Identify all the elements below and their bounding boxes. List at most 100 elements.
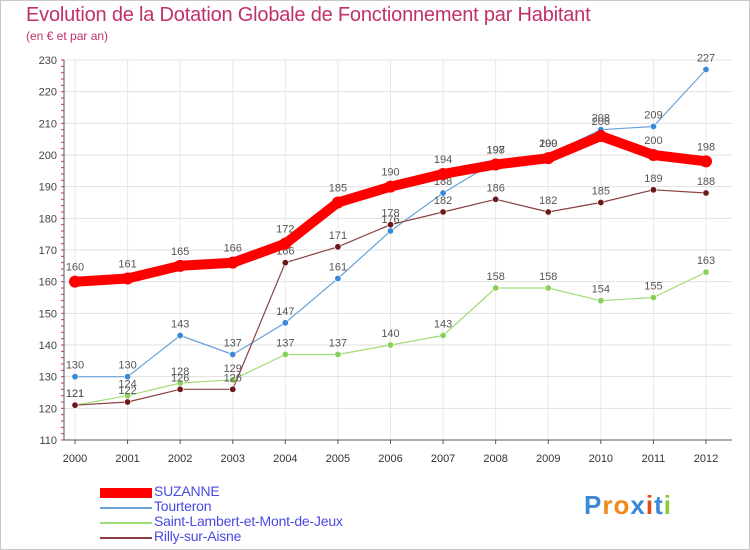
data-point-suzanne-2011 — [647, 149, 660, 161]
data-label-suzanne-2009: 199 — [539, 138, 557, 150]
data-point-tourteron-2001 — [124, 373, 132, 381]
data-point-suzanne-2000 — [69, 275, 81, 288]
data-point-tourteron-2002 — [176, 331, 184, 339]
data-label-suzanne-2003: 166 — [224, 243, 242, 255]
data-point-saint-lambert-et-mont-de-jeux-2009 — [544, 284, 552, 292]
x-tick-label-2008: 2008 — [483, 453, 507, 465]
data-label-tourteron-2009: 200 — [539, 138, 557, 150]
data-label-rilly-sur-aisne-2005: 171 — [329, 230, 347, 242]
y-tick-label-140: 140 — [39, 340, 57, 352]
data-point-suzanne-2001 — [121, 272, 134, 285]
y-tick-label-190: 190 — [39, 182, 57, 194]
data-point-tourteron-2003 — [229, 350, 237, 358]
data-point-rilly-sur-aisne-2011 — [649, 186, 657, 194]
y-tick-label-160: 160 — [39, 277, 57, 289]
data-point-saint-lambert-et-mont-de-jeux-2007 — [439, 331, 447, 339]
data-label-suzanne-2012: 198 — [697, 141, 715, 153]
data-point-rilly-sur-aisne-2004 — [281, 259, 289, 267]
data-point-rilly-sur-aisne-2008 — [492, 195, 500, 203]
x-tick-label-2010: 2010 — [589, 453, 613, 465]
logo-letter: P — [584, 490, 603, 520]
legend-label-saint-lambert: Saint-Lambert-et-Mont-de-Jeux — [154, 513, 343, 529]
data-label-saint-lambert-et-mont-de-jeux-2003: 129 — [224, 363, 242, 375]
data-point-tourteron-2007 — [439, 189, 447, 197]
data-point-suzanne-2009 — [542, 152, 555, 165]
data-point-rilly-sur-aisne-2000 — [71, 401, 79, 409]
y-tick-label-180: 180 — [39, 213, 57, 225]
y-tick-label-170: 170 — [39, 245, 57, 257]
data-label-tourteron-2004: 147 — [276, 306, 294, 318]
x-tick-label-2007: 2007 — [431, 453, 455, 465]
logo-letter: o — [613, 490, 631, 520]
data-label-saint-lambert-et-mont-de-jeux-2005: 137 — [329, 338, 347, 350]
data-point-tourteron-2000 — [71, 373, 79, 381]
data-point-rilly-sur-aisne-2001 — [124, 398, 132, 406]
data-point-rilly-sur-aisne-2003 — [229, 385, 237, 393]
data-label-tourteron-2011: 209 — [644, 110, 662, 122]
proxiti-logo: Proxiti — [584, 490, 672, 521]
data-label-rilly-sur-aisne-2002: 126 — [171, 372, 189, 384]
data-point-tourteron-2011 — [649, 123, 657, 131]
x-tick-label-2002: 2002 — [168, 453, 192, 465]
data-point-rilly-sur-aisne-2006 — [386, 221, 394, 229]
data-point-tourteron-2006 — [386, 227, 394, 235]
y-tick-label-230: 230 — [39, 55, 57, 67]
data-label-saint-lambert-et-mont-de-jeux-2009: 158 — [539, 271, 557, 283]
data-label-rilly-sur-aisne-2000: 121 — [66, 388, 84, 400]
data-point-suzanne-2012 — [700, 155, 712, 168]
legend-label-rilly: Rilly-sur-Aisne — [154, 528, 242, 544]
data-label-saint-lambert-et-mont-de-jeux-2001: 124 — [118, 379, 136, 391]
data-label-suzanne-2005: 185 — [329, 183, 347, 195]
y-tick-label-210: 210 — [39, 118, 57, 130]
x-tick-label-2011: 2011 — [642, 453, 666, 465]
data-label-rilly-sur-aisne-2006: 178 — [381, 208, 399, 220]
x-tick-label-2001: 2001 — [115, 453, 139, 465]
data-label-rilly-sur-aisne-2009: 182 — [539, 195, 557, 207]
data-point-rilly-sur-aisne-2005 — [334, 243, 342, 251]
chart-subtitle: (en € et par an) — [26, 29, 109, 43]
y-tick-label-110: 110 — [39, 435, 57, 447]
chart-title: Evolution de la Dotation Globale de Fonc… — [26, 4, 591, 26]
data-label-tourteron-2000: 130 — [66, 360, 84, 372]
y-tick-label-130: 130 — [39, 372, 57, 384]
data-point-tourteron-2005 — [334, 274, 342, 282]
data-label-saint-lambert-et-mont-de-jeux-2010: 154 — [592, 284, 610, 296]
data-point-suzanne-2005 — [331, 196, 344, 209]
data-point-suzanne-2008 — [489, 158, 502, 171]
data-label-tourteron-2005: 161 — [329, 262, 347, 274]
x-tick-label-2006: 2006 — [378, 453, 402, 465]
data-point-tourteron-2012 — [702, 66, 710, 74]
y-tick-label-150: 150 — [39, 308, 57, 320]
data-label-tourteron-2001: 130 — [118, 360, 136, 372]
data-label-tourteron-2012: 227 — [697, 53, 715, 65]
data-label-saint-lambert-et-mont-de-jeux-2008: 158 — [486, 271, 504, 283]
data-point-suzanne-2003 — [226, 256, 239, 269]
data-label-tourteron-2010: 208 — [592, 113, 610, 125]
data-label-tourteron-2003: 137 — [224, 338, 242, 350]
data-label-saint-lambert-et-mont-de-jeux-2011: 155 — [644, 281, 662, 293]
data-label-saint-lambert-et-mont-de-jeux-2006: 140 — [381, 328, 399, 340]
data-label-saint-lambert-et-mont-de-jeux-2007: 143 — [434, 319, 452, 331]
x-tick-label-2012: 2012 — [694, 453, 718, 465]
logo-letter: x — [630, 490, 646, 520]
data-label-saint-lambert-et-mont-de-jeux-2012: 163 — [697, 255, 715, 267]
logo-letter: t — [654, 490, 664, 520]
data-label-suzanne-2011: 200 — [644, 135, 662, 147]
data-point-saint-lambert-et-mont-de-jeux-2005 — [334, 350, 342, 358]
x-tick-label-2004: 2004 — [273, 453, 297, 465]
legend-label-tourteron: Tourteron — [154, 498, 212, 514]
data-point-saint-lambert-et-mont-de-jeux-2003 — [229, 376, 237, 384]
data-label-tourteron-2002: 143 — [171, 319, 189, 331]
logo-letter: r — [602, 490, 614, 520]
data-point-suzanne-2004 — [279, 237, 292, 250]
data-point-suzanne-2007 — [437, 168, 450, 180]
data-label-suzanne-2001: 161 — [118, 259, 136, 271]
data-label-rilly-sur-aisne-2003: 126 — [224, 372, 242, 384]
y-tick-label-200: 200 — [39, 150, 57, 162]
data-point-rilly-sur-aisne-2009 — [544, 208, 552, 216]
data-point-saint-lambert-et-mont-de-jeux-2008 — [492, 284, 500, 292]
data-point-saint-lambert-et-mont-de-jeux-2006 — [386, 341, 394, 349]
data-label-saint-lambert-et-mont-de-jeux-2002: 128 — [171, 366, 189, 378]
legend-swatch-rilly — [100, 537, 152, 539]
